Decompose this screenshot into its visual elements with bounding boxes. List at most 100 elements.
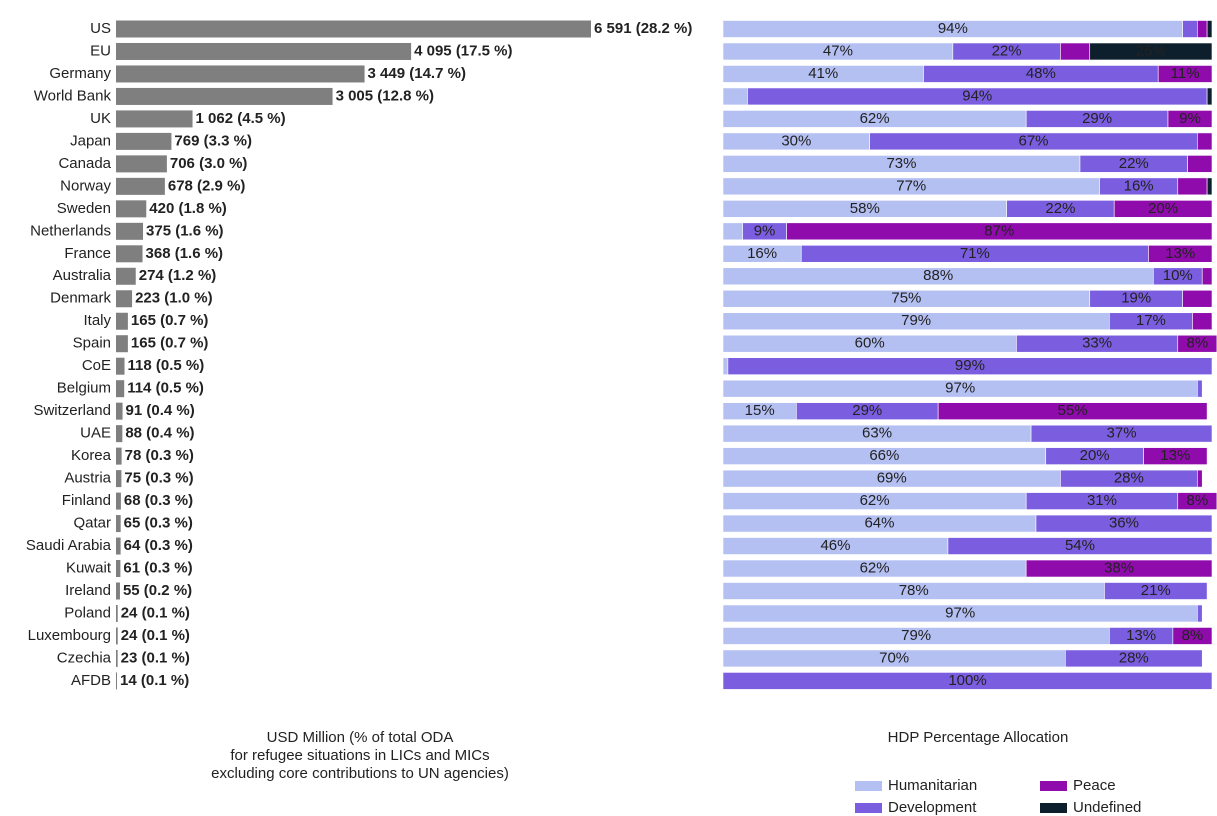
segment — [1065, 649, 1203, 668]
segment-label: 36% — [1109, 515, 1139, 532]
segment — [1192, 312, 1213, 331]
value-label: 1 062 (4.5 %) — [196, 110, 286, 127]
segment-label: 99% — [955, 357, 985, 374]
bar — [116, 132, 172, 150]
value-label: 6 591 (28.2 %) — [594, 20, 692, 37]
value-label: 88 (0.4 %) — [125, 425, 194, 442]
segment-label: 13% — [1165, 245, 1195, 262]
segment-label: 66% — [869, 447, 899, 464]
legend-swatch — [855, 781, 882, 791]
category-label: Czechia — [57, 649, 112, 666]
segment — [1187, 155, 1213, 173]
segment — [786, 222, 1213, 241]
segment-label: 20% — [1148, 200, 1178, 217]
segment-label: 62% — [860, 492, 890, 509]
segment-label: 79% — [901, 312, 931, 329]
category-label: UK — [90, 110, 111, 127]
segment — [1030, 424, 1213, 443]
segment-label: 94% — [962, 87, 992, 104]
segment-label: 48% — [1026, 65, 1056, 82]
segment-label: 25% — [1136, 42, 1166, 59]
bar — [116, 672, 118, 690]
segment-label: 87% — [984, 222, 1014, 239]
category-label: Norway — [60, 177, 111, 194]
segment-label: 13% — [1160, 447, 1190, 464]
bar — [116, 222, 144, 240]
x-axis-label: for refugee situations in LICs and MICs — [230, 747, 489, 764]
category-label: Kuwait — [66, 559, 112, 576]
segment-label: 11% — [1171, 65, 1200, 82]
segment-label: 22% — [992, 42, 1022, 59]
value-label: 118 (0.5 %) — [128, 357, 205, 374]
category-label: Netherlands — [30, 222, 111, 239]
segment-label: 13% — [1126, 627, 1156, 644]
segment-label: 54% — [1065, 537, 1095, 554]
value-label: 61 (0.3 %) — [123, 559, 192, 576]
category-label: Saudi Arabia — [26, 537, 112, 554]
segment-label: 64% — [864, 515, 894, 532]
segment — [722, 87, 748, 106]
category-label: US — [90, 20, 111, 37]
value-label: 91 (0.4 %) — [126, 402, 195, 419]
segment-label: 46% — [820, 537, 850, 554]
category-label: Luxembourg — [28, 627, 111, 644]
segment — [1206, 20, 1213, 38]
segment — [1206, 87, 1213, 106]
value-label: 274 (1.2 %) — [139, 267, 217, 284]
segment — [1035, 514, 1213, 533]
segment-label: 38% — [1104, 559, 1134, 576]
segment-label: 29% — [1082, 110, 1112, 127]
legend-swatch — [855, 803, 882, 813]
segment-label: 28% — [1119, 649, 1149, 666]
segment — [1201, 267, 1213, 286]
legend-label: Development — [888, 799, 977, 816]
legend-swatch — [1040, 803, 1067, 813]
value-label: 165 (0.7 %) — [131, 312, 209, 329]
segment — [1167, 110, 1213, 128]
value-label: 769 (3.3 %) — [174, 132, 252, 149]
category-label: AFDB — [71, 672, 111, 689]
right-title: HDP Percentage Allocation — [888, 729, 1069, 746]
segment-label: 73% — [886, 155, 916, 172]
value-label: 420 (1.8 %) — [149, 200, 227, 217]
value-label: 14 (0.1 %) — [120, 672, 189, 689]
bar — [116, 335, 128, 353]
bar — [116, 492, 121, 510]
segment-label: 20% — [1080, 447, 1110, 464]
bar — [116, 245, 143, 263]
category-label: Qatar — [73, 515, 111, 532]
category-label: Switzerland — [33, 402, 111, 419]
value-label: 706 (3.0 %) — [170, 155, 248, 172]
value-label: 165 (0.7 %) — [131, 335, 209, 352]
segment-label: 62% — [860, 559, 890, 576]
value-label: 75 (0.3 %) — [124, 470, 193, 487]
segment — [1143, 447, 1208, 465]
segment-label: 79% — [901, 627, 931, 644]
bar — [116, 560, 121, 578]
bar — [116, 425, 123, 443]
segment-label: 88% — [923, 267, 953, 284]
segment — [1113, 200, 1213, 218]
bar — [116, 447, 122, 465]
segment-label: 77% — [896, 177, 926, 194]
segment-label: 16% — [747, 245, 777, 262]
legend-swatch — [1040, 781, 1067, 791]
segment-label: 37% — [1107, 425, 1137, 442]
value-label: 368 (1.6 %) — [146, 245, 224, 262]
bar — [116, 515, 121, 533]
segment-label: 17% — [1136, 312, 1166, 329]
segment-label: 78% — [899, 582, 929, 599]
category-label: EU — [90, 42, 111, 59]
segment-label: 22% — [1045, 200, 1075, 217]
bar — [116, 402, 123, 420]
segment-label: 31% — [1087, 492, 1117, 509]
segment-label: 47% — [823, 42, 853, 59]
category-label: Italy — [83, 312, 111, 329]
value-label: 64 (0.3 %) — [124, 537, 193, 554]
legend-label: Undefined — [1073, 799, 1141, 816]
bar — [116, 20, 591, 38]
segment-label: 30% — [781, 132, 811, 149]
bar — [116, 380, 125, 398]
bar — [116, 267, 136, 285]
segment-label: 97% — [945, 380, 975, 397]
